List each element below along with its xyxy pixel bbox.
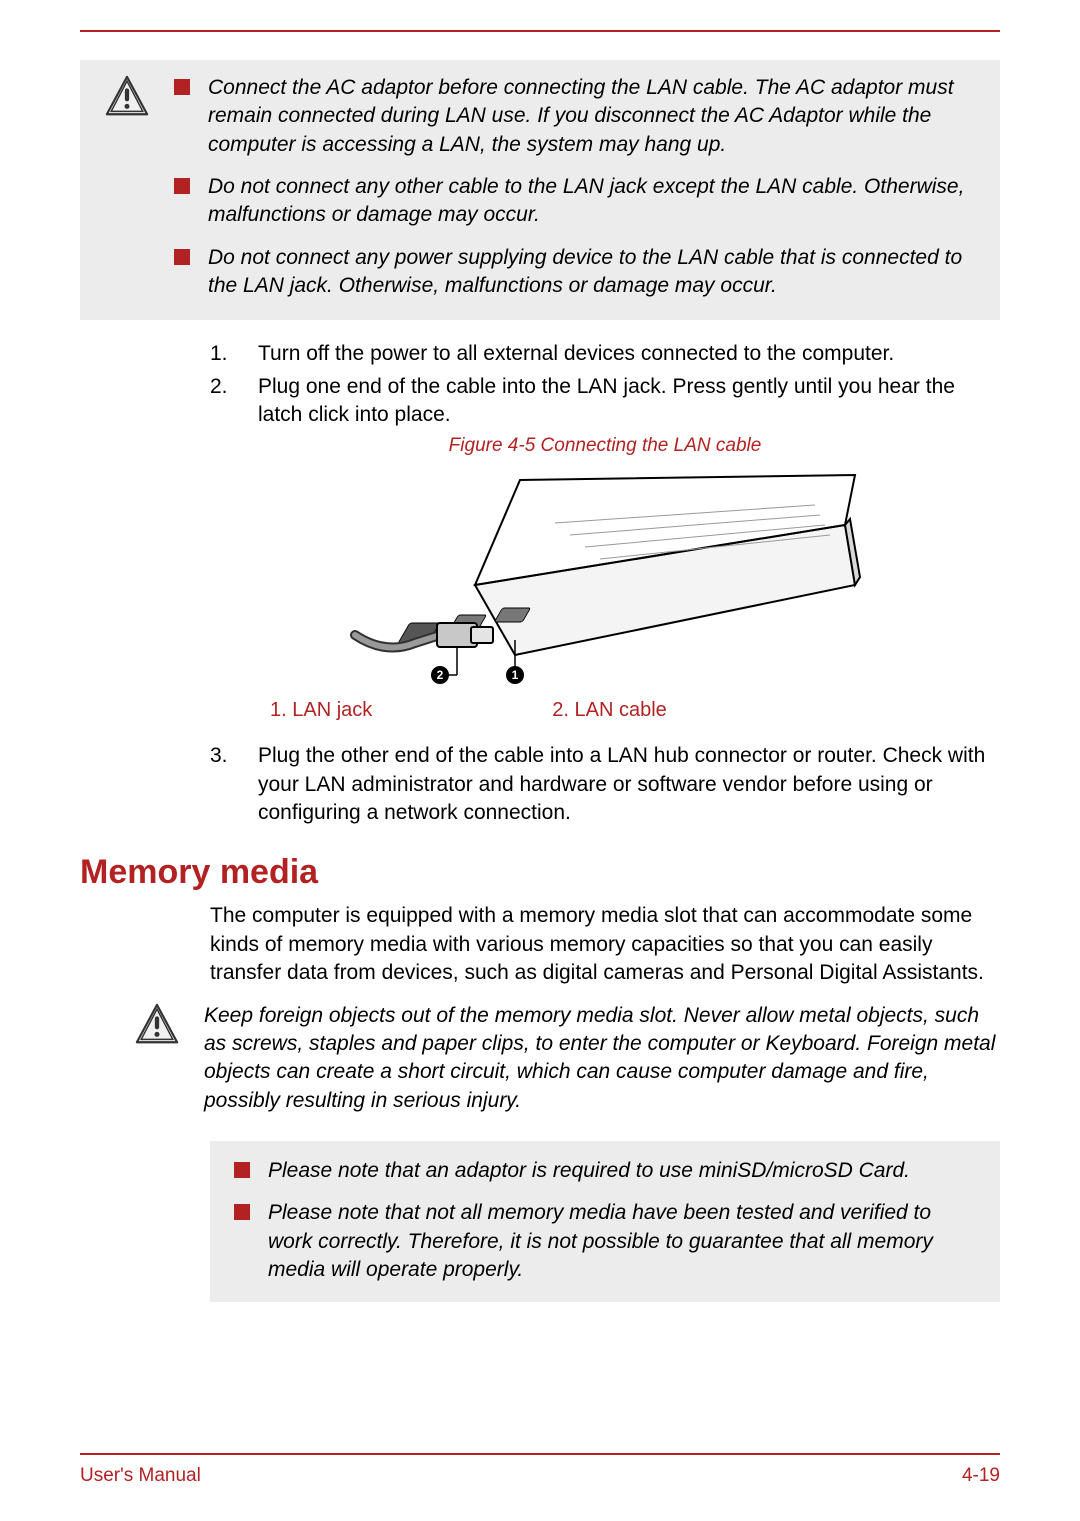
caution-memory-slot: Keep foreign objects out of the memory m… — [80, 1002, 1000, 1115]
note-box: Please note that an adaptor is required … — [210, 1141, 1000, 1302]
caution-box-lan: Connect the AC adaptor before connecting… — [80, 60, 1000, 320]
legend-item: 2. LAN cable — [552, 699, 667, 722]
notes-wrapper: Please note that an adaptor is required … — [80, 1141, 1000, 1302]
caution-item: Do not connect any power supplying devic… — [174, 244, 976, 301]
step-text: Turn off the power to all external devic… — [258, 340, 894, 368]
square-bullet-icon — [234, 1204, 250, 1220]
note-text: Please note that not all memory media ha… — [268, 1199, 976, 1284]
step-number: 1. — [210, 340, 238, 368]
step-item: 1. Turn off the power to all external de… — [210, 340, 1000, 368]
caution-content: Connect the AC adaptor before connecting… — [174, 74, 976, 300]
step-item: 2. Plug one end of the cable into the LA… — [210, 373, 1000, 430]
step-text: Plug the other end of the cable into a L… — [258, 742, 1000, 827]
section-heading-memory-media: Memory media — [80, 853, 1000, 892]
caution-item: Do not connect any other cable to the LA… — [174, 173, 976, 230]
square-bullet-icon — [234, 1162, 250, 1178]
square-bullet-icon — [174, 178, 190, 194]
manual-page: Connect the AC adaptor before connecting… — [0, 0, 1080, 1521]
caution-item: Connect the AC adaptor before connecting… — [174, 74, 976, 159]
step-text: Plug one end of the cable into the LAN j… — [258, 373, 1000, 430]
step-number: 3. — [210, 742, 238, 827]
section-body: The computer is equipped with a memory m… — [80, 902, 1000, 987]
footer-right: 4-19 — [962, 1465, 1000, 1487]
caution-text: Do not connect any other cable to the LA… — [208, 173, 976, 230]
step-item: 3. Plug the other end of the cable into … — [210, 742, 1000, 827]
svg-text:2: 2 — [437, 668, 444, 682]
figure-lan-cable: 1 2 — [210, 465, 1000, 685]
note-item: Please note that not all memory media ha… — [234, 1199, 976, 1284]
caution-list: Connect the AC adaptor before connecting… — [174, 74, 976, 300]
step-number: 2. — [210, 373, 238, 430]
caution-text: Connect the AC adaptor before connecting… — [208, 74, 976, 159]
caution-text: Do not connect any power supplying devic… — [208, 244, 976, 301]
legend-item: 1. LAN jack — [270, 699, 372, 722]
top-rule — [80, 30, 1000, 32]
caution-text: Keep foreign objects out of the memory m… — [204, 1002, 1000, 1115]
caution-icon — [104, 74, 150, 300]
section-intro: The computer is equipped with a memory m… — [210, 902, 1000, 987]
step-list-continued: 3. Plug the other end of the cable into … — [210, 742, 1000, 827]
note-text: Please note that an adaptor is required … — [268, 1157, 910, 1185]
svg-text:1: 1 — [512, 668, 519, 682]
caution-icon — [134, 1002, 180, 1115]
figure-legend: 1. LAN jack 2. LAN cable — [210, 699, 1000, 722]
page-footer: User's Manual 4-19 — [80, 1453, 1000, 1487]
footer-left: User's Manual — [80, 1465, 201, 1487]
step-list: 1. Turn off the power to all external de… — [210, 340, 1000, 429]
square-bullet-icon — [174, 249, 190, 265]
note-item: Please note that an adaptor is required … — [234, 1157, 976, 1185]
procedure-block: 1. Turn off the power to all external de… — [80, 340, 1000, 827]
note-list: Please note that an adaptor is required … — [234, 1157, 976, 1284]
figure-caption: Figure 4-5 Connecting the LAN cable — [210, 435, 1000, 457]
square-bullet-icon — [174, 79, 190, 95]
